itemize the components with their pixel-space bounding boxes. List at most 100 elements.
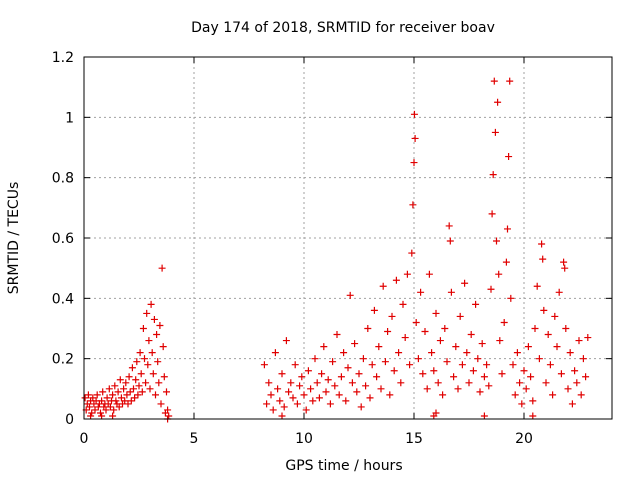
data-point [276, 397, 284, 405]
data-point [260, 361, 268, 369]
data-point [282, 337, 290, 345]
data-point [87, 412, 95, 420]
data-point [467, 331, 475, 339]
data-point [285, 388, 293, 396]
data-point [280, 403, 288, 411]
data-point [370, 306, 378, 314]
data-point [313, 379, 321, 387]
data-point [568, 400, 576, 408]
data-point [392, 276, 400, 284]
data-point [115, 403, 123, 411]
data-point [549, 391, 557, 399]
data-point [390, 367, 398, 375]
data-point [401, 334, 409, 342]
data-point [564, 385, 572, 393]
data-point [116, 376, 124, 384]
data-point [114, 388, 122, 396]
data-point [344, 364, 352, 372]
data-point [504, 225, 511, 233]
data-point [373, 373, 381, 381]
data-point [89, 394, 97, 402]
data-point [160, 373, 168, 381]
data-point [120, 385, 128, 393]
data-point [381, 358, 389, 366]
data-point [145, 337, 153, 345]
data-point [463, 349, 471, 357]
data-point [474, 355, 482, 363]
data-point [500, 318, 508, 326]
x-tick-label: 5 [190, 431, 199, 447]
data-point [511, 391, 519, 399]
data-point [584, 334, 592, 342]
data-point [318, 370, 326, 378]
data-point [384, 328, 392, 336]
data-point [353, 388, 361, 396]
data-point [102, 406, 110, 414]
data-point [124, 400, 132, 408]
data-point [428, 349, 436, 357]
y-tick-label: 0.6 [52, 231, 74, 247]
chart-title: Day 174 of 2018, SRMTID for receiver boa… [191, 20, 495, 36]
data-point [446, 237, 454, 245]
data-point [487, 285, 495, 293]
data-point [164, 406, 172, 414]
data-point [498, 370, 506, 378]
data-point [88, 409, 96, 417]
data-point [112, 397, 120, 405]
data-point [489, 171, 497, 179]
data-point [434, 379, 442, 387]
data-point [133, 358, 141, 366]
data-point [496, 337, 504, 345]
data-point [432, 409, 440, 417]
data-point [138, 388, 146, 396]
data-point [516, 379, 524, 387]
data-point [86, 403, 93, 411]
data-point [553, 343, 561, 351]
data-point [399, 300, 407, 308]
data-point [117, 394, 125, 402]
data-point [274, 385, 282, 393]
data-point [529, 412, 537, 420]
data-point [465, 379, 473, 387]
data-point [335, 391, 343, 399]
data-point [513, 349, 521, 357]
data-point [579, 355, 587, 363]
data-point [298, 373, 306, 381]
data-point [263, 400, 271, 408]
data-point [296, 382, 304, 390]
y-tick-label: 0 [65, 412, 74, 428]
data-point [494, 98, 502, 106]
data-point [156, 321, 164, 329]
data-point [562, 325, 570, 332]
data-point [362, 382, 370, 390]
data-point [320, 343, 328, 351]
data-point [557, 370, 565, 378]
data-point [302, 406, 310, 414]
y-tick-label: 1 [65, 110, 74, 126]
data-point [375, 343, 383, 351]
data-point [359, 355, 367, 363]
data-point [158, 264, 166, 272]
data-point [544, 331, 552, 339]
data-point [421, 328, 429, 336]
x-tick-label: 15 [405, 431, 423, 447]
data-point [379, 282, 387, 290]
data-point [403, 270, 411, 278]
data-point [106, 403, 114, 411]
data-point [304, 367, 312, 375]
data-point [531, 325, 539, 332]
grid-lines [84, 57, 612, 419]
data-point [506, 77, 514, 85]
data-point [366, 394, 374, 402]
data-point [150, 315, 158, 323]
data-point [165, 412, 173, 420]
data-point [461, 279, 469, 287]
data-point [377, 385, 385, 393]
data-point [155, 379, 163, 387]
data-point [577, 391, 585, 399]
data-point [535, 355, 543, 363]
data-point [546, 361, 554, 369]
data-point [411, 134, 419, 142]
data-point [322, 388, 330, 396]
